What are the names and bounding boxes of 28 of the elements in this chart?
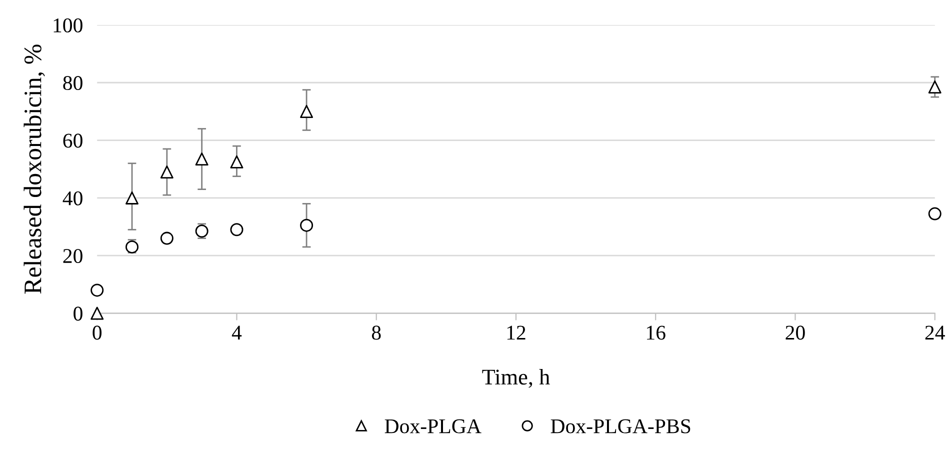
point: [928, 80, 942, 94]
legend-label: Dox-PLGA-PBS: [550, 419, 690, 434]
point: [195, 152, 208, 166]
point: [160, 232, 174, 245]
point: [230, 223, 244, 236]
x-tick-label: 4: [232, 326, 242, 340]
x-tick-label: 0: [92, 326, 102, 340]
x-tick-label: 16: [647, 326, 666, 340]
point: [300, 104, 314, 118]
x-tick-label: 20: [786, 326, 805, 340]
x-tick-label: 8: [372, 326, 381, 340]
y-tick-label: 80: [63, 76, 82, 90]
point: [928, 207, 942, 220]
legend-label: Dox-PLGA: [384, 419, 482, 434]
point: [160, 165, 174, 178]
y-axis-title: Released doxorubicin, %: [24, 44, 45, 294]
y-tick-label: 100: [54, 18, 82, 32]
y-tick-label: 40: [62, 191, 82, 206]
x-tick-label: 24: [925, 326, 945, 340]
x-axis-title: Time, h: [482, 368, 550, 388]
point: [230, 155, 244, 168]
x-tick-label: 12: [507, 326, 526, 340]
y-tick-label: 0: [74, 306, 82, 321]
point: [90, 284, 104, 297]
y-tick-label: 60: [63, 134, 82, 148]
y-tick-label: 20: [63, 248, 82, 264]
point: [126, 191, 139, 204]
point: [300, 218, 314, 232]
